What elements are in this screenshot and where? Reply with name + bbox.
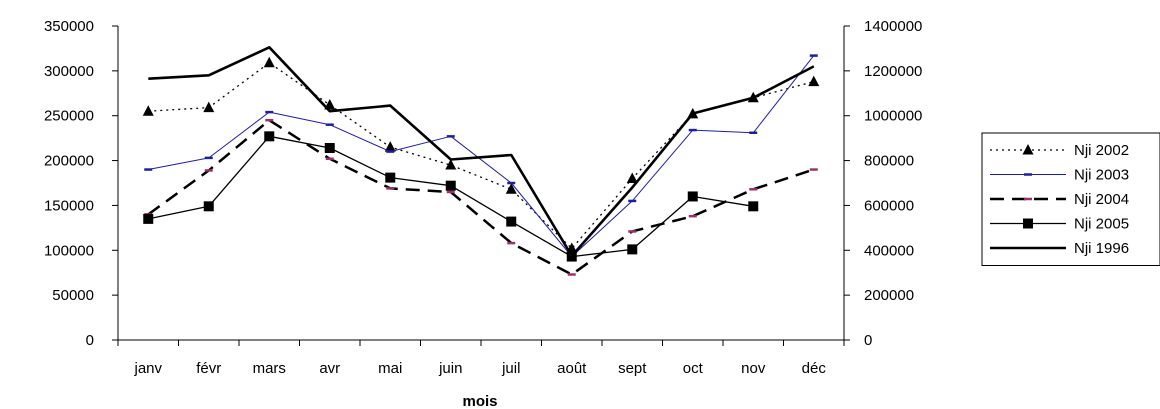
right-y-axis: 0 200000 400000 600000 800000 1000000 1200000 1… xyxy=(844,18,922,349)
series-nji-2002-marker xyxy=(143,105,154,116)
left-tick-label: 0 xyxy=(86,332,94,349)
x-tick-label: août xyxy=(557,360,587,377)
series-nji-2005-marker xyxy=(204,201,214,211)
legend-nji-2004-label: Nji 2004 xyxy=(1074,191,1129,208)
series-nji-2002-line xyxy=(148,63,814,249)
left-tick-label: 350000 xyxy=(44,18,94,35)
left-tick-label: 250000 xyxy=(44,108,94,125)
x-axis: janv févr mars avr mai juin juil août sept oct nov… xyxy=(118,340,844,377)
x-axis-title: mois xyxy=(462,393,497,409)
series-nji-2005-marker xyxy=(627,244,637,254)
x-tick-label: janv xyxy=(133,360,162,377)
left-y-axis: 0 50000 100000 150000 200000 250000 300000 3500… xyxy=(44,18,118,349)
left-tick-label: 300000 xyxy=(44,63,94,80)
x-tick-label: mai xyxy=(378,360,402,377)
x-tick-label: oct xyxy=(683,360,704,377)
right-tick-label: 600000 xyxy=(864,197,914,214)
series-nji-2005-marker xyxy=(748,201,758,211)
x-tick-label: déc xyxy=(802,360,827,377)
series-nji-2004-line xyxy=(148,120,814,274)
right-tick-label: 400000 xyxy=(864,242,914,259)
right-tick-label: 1200000 xyxy=(864,63,922,80)
left-tick-label: 150000 xyxy=(44,197,94,214)
x-tick-label: juin xyxy=(438,360,462,377)
series-nji-2002-marker xyxy=(264,57,275,68)
x-tick-label: mars xyxy=(253,360,286,377)
right-tick-label: 1000000 xyxy=(864,108,922,125)
left-tick-label: 200000 xyxy=(44,153,94,170)
series-nji-2005-marker xyxy=(385,173,395,183)
series-nji-2004 xyxy=(144,120,818,274)
series-nji-2002-marker xyxy=(808,76,819,87)
x-tick-label: avr xyxy=(319,360,340,377)
series-nji-2002 xyxy=(143,57,820,253)
x-tick-label: juil xyxy=(501,360,520,377)
series-nji-2005-marker xyxy=(506,217,516,227)
series-nji-2005-marker xyxy=(446,181,456,191)
right-tick-label: 0 xyxy=(864,332,872,349)
x-tick-label: sept xyxy=(618,360,647,377)
legend: Nji 2002 Nji 2003 Nji 2004 Nji 2005 Nji 1996 xyxy=(982,133,1160,266)
series-nji-2002-marker xyxy=(506,183,517,194)
left-tick-label: 50000 xyxy=(52,287,94,304)
right-tick-label: 800000 xyxy=(864,153,914,170)
x-tick-label: févr xyxy=(196,360,221,377)
series-nji-2005 xyxy=(143,131,758,261)
legend-box xyxy=(982,133,1160,266)
legend-nji-2003-label: Nji 2003 xyxy=(1074,167,1129,184)
legend-nji-2005-label: Nji 2005 xyxy=(1074,216,1129,233)
series-nji-2005-marker xyxy=(688,191,698,201)
x-tick-label: nov xyxy=(741,360,766,377)
right-tick-label: 200000 xyxy=(864,287,914,304)
series-nji-2005-line xyxy=(148,136,753,256)
left-tick-label: 100000 xyxy=(44,242,94,259)
series-layer xyxy=(143,47,820,274)
legend-nji-2002-label: Nji 2002 xyxy=(1074,142,1129,159)
series-nji-2002-marker xyxy=(203,102,214,113)
legend-nji-2005-marker xyxy=(1023,219,1033,229)
series-nji-2005-marker xyxy=(325,143,335,153)
series-nji-2005-marker xyxy=(264,131,274,141)
legend-nji-1996-label: Nji 1996 xyxy=(1074,240,1129,257)
right-tick-label: 1400000 xyxy=(864,18,922,35)
series-nji-2005-marker xyxy=(143,214,153,224)
